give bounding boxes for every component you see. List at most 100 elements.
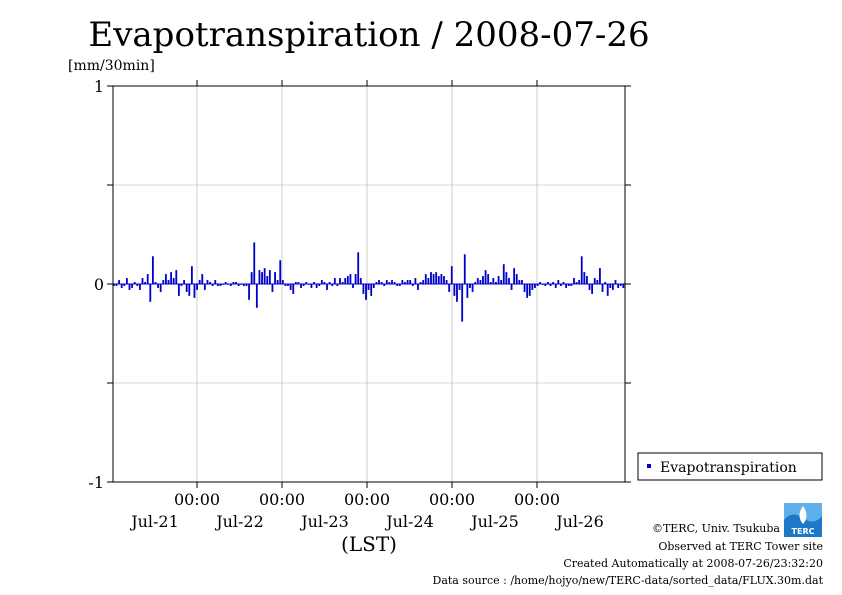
bar <box>297 282 300 284</box>
bar <box>151 256 154 284</box>
bar <box>196 284 198 290</box>
bar <box>162 280 165 284</box>
bar <box>331 284 334 286</box>
bar <box>619 284 622 286</box>
bar <box>177 284 180 296</box>
bar <box>526 284 529 298</box>
bar <box>588 284 591 290</box>
bar <box>354 274 357 284</box>
x-tick-date-label: Jul-22 <box>214 512 264 531</box>
bar <box>323 282 326 284</box>
bar <box>539 282 542 284</box>
bar <box>131 284 134 288</box>
bar <box>305 282 308 284</box>
bar <box>172 278 175 284</box>
bar <box>154 282 157 284</box>
y-tick-label: -1 <box>88 473 104 492</box>
copyright-text: ©TERC, Univ. Tsukuba <box>652 522 780 535</box>
bar <box>417 284 419 290</box>
bar <box>219 284 222 286</box>
bar <box>580 256 583 284</box>
bar <box>359 278 362 284</box>
y-tick-label: 1 <box>94 77 104 96</box>
bar <box>489 282 492 284</box>
bar <box>393 282 396 284</box>
bar <box>388 282 391 284</box>
bars <box>113 242 625 322</box>
bar <box>216 284 219 286</box>
bar <box>435 272 438 284</box>
bar <box>115 284 118 286</box>
bar <box>586 276 588 284</box>
bar <box>461 284 464 322</box>
bar <box>422 280 425 284</box>
bar <box>352 284 354 288</box>
bar <box>476 278 479 284</box>
bar <box>128 284 131 290</box>
bar <box>482 276 484 284</box>
bar <box>113 284 115 286</box>
bar <box>167 280 170 284</box>
bar <box>367 284 370 290</box>
bar <box>495 282 497 284</box>
bar <box>310 284 313 288</box>
bar <box>552 282 555 284</box>
bar <box>206 280 209 284</box>
bar <box>622 284 625 288</box>
created-text: Created Automatically at 2008-07-26/23:3… <box>563 557 823 570</box>
bar <box>570 284 573 286</box>
bar <box>487 274 490 284</box>
bar <box>549 284 552 286</box>
bar <box>575 282 578 284</box>
bar <box>450 266 453 284</box>
bar <box>274 272 276 284</box>
bar <box>474 282 477 284</box>
bar <box>320 280 323 284</box>
bar <box>484 270 487 284</box>
x-tick-time-label: 00:00 <box>174 490 220 509</box>
bar <box>266 276 269 284</box>
bar <box>560 284 562 286</box>
bar <box>287 284 289 286</box>
bar <box>456 284 458 302</box>
bar <box>170 272 172 284</box>
bar <box>612 284 614 290</box>
bar <box>406 280 409 284</box>
bar <box>346 276 349 284</box>
bar <box>562 282 565 284</box>
bar <box>284 284 287 286</box>
y-tick-label: 0 <box>94 275 104 294</box>
bar <box>175 270 178 284</box>
drop-icon <box>799 506 807 524</box>
plot-area <box>107 80 631 488</box>
bar <box>565 284 568 288</box>
bar <box>567 284 570 286</box>
bar <box>268 270 271 284</box>
bar <box>391 280 393 284</box>
bar <box>362 284 365 294</box>
bar <box>430 272 432 284</box>
bar <box>523 284 526 292</box>
bar <box>469 284 471 288</box>
bar <box>508 278 510 284</box>
logo-text: TERC <box>792 527 815 536</box>
bar <box>180 284 183 286</box>
bar <box>536 284 539 286</box>
bar <box>440 274 443 284</box>
bar <box>235 282 237 284</box>
legend-swatch <box>647 464 651 468</box>
bar <box>271 284 274 292</box>
bar <box>557 280 560 284</box>
bar <box>591 284 594 294</box>
bar <box>120 284 123 288</box>
bar <box>515 274 518 284</box>
bar <box>190 266 193 284</box>
bar <box>123 284 126 286</box>
x-tick-time-label: 00:00 <box>259 490 305 509</box>
bar <box>242 284 245 286</box>
bar <box>336 284 339 286</box>
bar <box>341 282 344 284</box>
bar <box>432 274 435 284</box>
bar <box>253 242 256 284</box>
bar <box>596 280 599 284</box>
